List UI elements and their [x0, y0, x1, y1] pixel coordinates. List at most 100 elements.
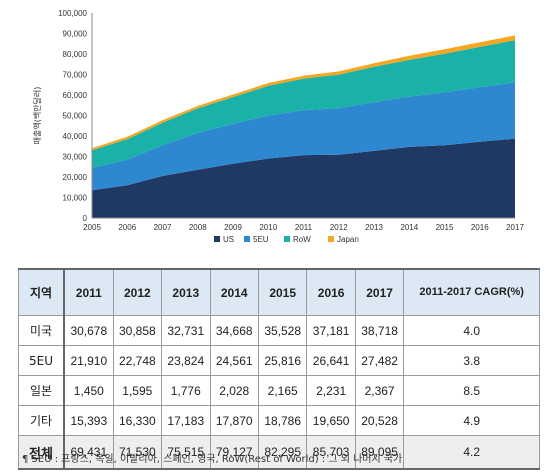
- table-cell: 1,450: [62, 375, 114, 406]
- y-axis-title: 매출액(백만달러): [32, 87, 42, 145]
- legend-swatch: [328, 236, 334, 242]
- total-cell: 75,515: [161, 435, 211, 470]
- cagr-cell: 4.0: [403, 315, 540, 346]
- y-tick-label: 100,000: [58, 9, 87, 18]
- y-tick-label: 60,000: [63, 91, 88, 100]
- table-row: 미국 30,678 30,858 32,731 34,668 35,528 37…: [18, 315, 540, 346]
- x-tick-label: 2006: [118, 223, 136, 232]
- cagr-cell: 8.5: [403, 375, 540, 406]
- x-tick-label: 2017: [506, 223, 524, 232]
- table-cell: 17,183: [161, 405, 211, 436]
- header-year: 2017: [354, 268, 405, 316]
- header-year: 2016: [306, 268, 356, 316]
- x-tick-label: 2011: [295, 223, 313, 232]
- stacked-area-chart: 0 10,000 20,000 30,000 40,000 50,000 60,000 70,…: [32, 9, 524, 244]
- table-cell: 23,824: [161, 345, 211, 376]
- table-cell: 1,595: [112, 375, 163, 406]
- table-row: 5EU 21,910 22,748 23,824 24,561 25,816 2…: [18, 345, 540, 376]
- row-region-label: 5EU: [18, 345, 65, 376]
- y-tick-label: 10,000: [63, 194, 88, 203]
- y-tick-label: 0: [83, 214, 88, 223]
- total-cagr-cell: 4.2: [403, 435, 540, 470]
- x-tick-label: 2015: [436, 223, 454, 232]
- x-tick-label: 2014: [400, 223, 418, 232]
- x-tick-label: 2008: [189, 223, 207, 232]
- table-cell: 27,482: [354, 345, 405, 376]
- x-tick-label: 2010: [259, 223, 277, 232]
- table-cell: 34,668: [209, 315, 259, 346]
- table-cell: 2,165: [257, 375, 308, 406]
- table-cell: 32,731: [161, 315, 211, 346]
- row-region-label: 일본: [18, 375, 65, 406]
- chart-svg: 0 10,000 20,000 30,000 40,000 50,000 60,000 70,…: [32, 9, 524, 244]
- legend-label: 5EU: [253, 235, 269, 244]
- table-total-row: 전체 69,431 71,530 75,515 79,127 82,295 85…: [18, 435, 540, 470]
- x-tick-label: 2007: [154, 223, 172, 232]
- table-header-row: 지역 2011 2012 2013 2014 2015 2016 2017 20…: [18, 268, 540, 316]
- table-cell: 15,393: [62, 405, 114, 436]
- legend-label: US: [223, 235, 234, 244]
- header-region: 지역: [18, 268, 65, 316]
- x-tick-label: 2005: [83, 223, 101, 232]
- row-region-label: 미국: [18, 315, 65, 346]
- header-cagr: 2011-2017 CAGR(%): [403, 268, 540, 316]
- table-row: 기타 15,393 16,330 17,183 17,870 18,786 19…: [18, 405, 540, 436]
- x-tick-label: 2009: [224, 223, 242, 232]
- total-cell: 89,095: [354, 435, 405, 470]
- legend-label: RoW: [293, 235, 311, 244]
- table-cell: 16,330: [112, 405, 163, 436]
- x-tick-label: 2012: [330, 223, 348, 232]
- table-cell: 37,181: [306, 315, 356, 346]
- y-tick-label: 20,000: [63, 173, 88, 182]
- total-cell: 79,127: [209, 435, 259, 470]
- table-cell: 17,870: [209, 405, 259, 436]
- area-japan: [92, 35, 515, 151]
- y-tick-label: 80,000: [63, 50, 88, 59]
- total-cell: 69,431: [62, 435, 114, 470]
- legend-label: Japan: [337, 235, 359, 244]
- table-cell: 26,641: [306, 345, 356, 376]
- y-tick-label: 90,000: [63, 30, 88, 39]
- area-row: [92, 40, 515, 168]
- y-tick-label: 30,000: [63, 153, 88, 162]
- table-cell: 18,786: [257, 405, 308, 436]
- y-tick-label: 40,000: [63, 132, 88, 141]
- table-cell: 21,910: [62, 345, 114, 376]
- header-year: 2014: [209, 268, 259, 316]
- total-cell: 85,703: [306, 435, 356, 470]
- cagr-cell: 4.9: [403, 405, 540, 436]
- sales-table: 지역 2011 2012 2013 2014 2015 2016 2017 20…: [18, 268, 540, 470]
- table-cell: 38,718: [354, 315, 405, 346]
- header-year: 2013: [161, 268, 211, 316]
- table-row: 일본 1,450 1,595 1,776 2,028 2,165 2,231 2…: [18, 375, 540, 406]
- table-cell: 19,650: [306, 405, 356, 436]
- header-year: 2011: [62, 268, 114, 316]
- footnote: ¶ 5EU : 프랑스, 독일, 이탈리아, 스페인, 영국, RoW(Rest…: [22, 454, 403, 465]
- table-cell: 25,816: [257, 345, 308, 376]
- legend-swatch: [244, 236, 250, 242]
- table-cell: 30,678: [62, 315, 114, 346]
- legend-swatch: [284, 236, 290, 242]
- table-cell: 35,528: [257, 315, 308, 346]
- total-cell: 71,530: [112, 435, 163, 470]
- row-region-label: 기타: [18, 405, 65, 436]
- header-year: 2012: [112, 268, 163, 316]
- legend-swatch: [214, 236, 220, 242]
- header-year: 2015: [257, 268, 308, 316]
- y-tick-label: 70,000: [63, 71, 88, 80]
- x-tick-label: 2016: [471, 223, 489, 232]
- table-cell: 2,367: [354, 375, 405, 406]
- total-region-label: 전체: [18, 435, 65, 470]
- table-cell: 30,858: [112, 315, 163, 346]
- table-cell: 2,028: [209, 375, 259, 406]
- total-cell: 82,295: [257, 435, 308, 470]
- cagr-cell: 3.8: [403, 345, 540, 376]
- area-us: [92, 138, 515, 218]
- table-cell: 24,561: [209, 345, 259, 376]
- table-cell: 1,776: [161, 375, 211, 406]
- table-cell: 20,528: [354, 405, 405, 436]
- area-5eu: [92, 82, 515, 191]
- x-tick-label: 2013: [365, 223, 383, 232]
- y-tick-label: 50,000: [63, 112, 88, 121]
- table-cell: 22,748: [112, 345, 163, 376]
